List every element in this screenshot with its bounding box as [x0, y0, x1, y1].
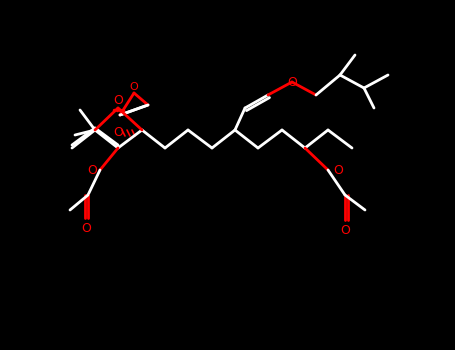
Text: O: O	[287, 76, 297, 89]
Text: O: O	[340, 224, 350, 237]
Text: O: O	[113, 94, 123, 107]
Text: O: O	[113, 126, 123, 139]
Text: O: O	[130, 82, 138, 92]
Text: O: O	[333, 163, 343, 176]
Text: O: O	[81, 222, 91, 235]
Text: O: O	[87, 163, 97, 176]
